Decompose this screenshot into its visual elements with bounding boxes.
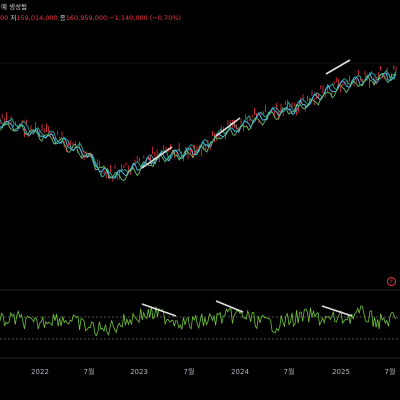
moving-average-line-1 [0, 69, 397, 179]
oscillator-trendline-3[interactable] [321, 305, 353, 317]
low-label: 저 [10, 14, 17, 22]
oscillator-line [0, 305, 397, 337]
ohlc-prefix: 00 [0, 14, 9, 22]
time-axis-label: 2024 [231, 368, 249, 376]
alert-created-notice: 예 생성됨 [1, 3, 27, 11]
trendline-1[interactable] [141, 146, 173, 169]
time-axis-label: 7월 [84, 367, 95, 376]
close-value: 160,959,000 [65, 14, 108, 22]
time-axis-label: 2023 [130, 368, 148, 376]
time-axis-label: 7월 [385, 367, 396, 376]
price-pane[interactable] [0, 65, 397, 182]
oscillator-trendline-1[interactable] [141, 303, 177, 317]
trendline-3[interactable] [325, 59, 351, 75]
oscillator-trendlines[interactable] [141, 300, 353, 317]
low-value: 159,014,000 [16, 14, 58, 22]
moving-average-line-3 [0, 71, 397, 182]
oscillator-series [0, 305, 397, 337]
lightning-bolt-icon[interactable]: ⚡ [387, 277, 396, 286]
oscillator-trendline-2[interactable] [215, 300, 244, 313]
trendline-2[interactable] [215, 117, 241, 137]
time-axis[interactable]: 2022 7월 2023 7월 2024 7월 2025 7월 [31, 367, 395, 376]
close-label: 종 [59, 14, 66, 22]
chart-header: 예 생성됨 00 저159,014,000 종160,959,000 −1,14… [0, 0, 400, 34]
trendline-group[interactable] [141, 59, 351, 169]
time-axis-label: 2025 [332, 368, 350, 376]
moving-average-line-2 [0, 71, 397, 179]
time-axis-label: 7월 [284, 367, 295, 376]
oscillator-pane[interactable] [0, 300, 400, 340]
ohlc-price-line: 00 저159,014,000 종160,959,000 −1,140,000 … [0, 13, 181, 24]
time-axis-label: 7월 [184, 367, 195, 376]
price-change: −1,140,000 (−0.70%) [109, 14, 181, 22]
time-axis-label: 2022 [31, 368, 49, 376]
